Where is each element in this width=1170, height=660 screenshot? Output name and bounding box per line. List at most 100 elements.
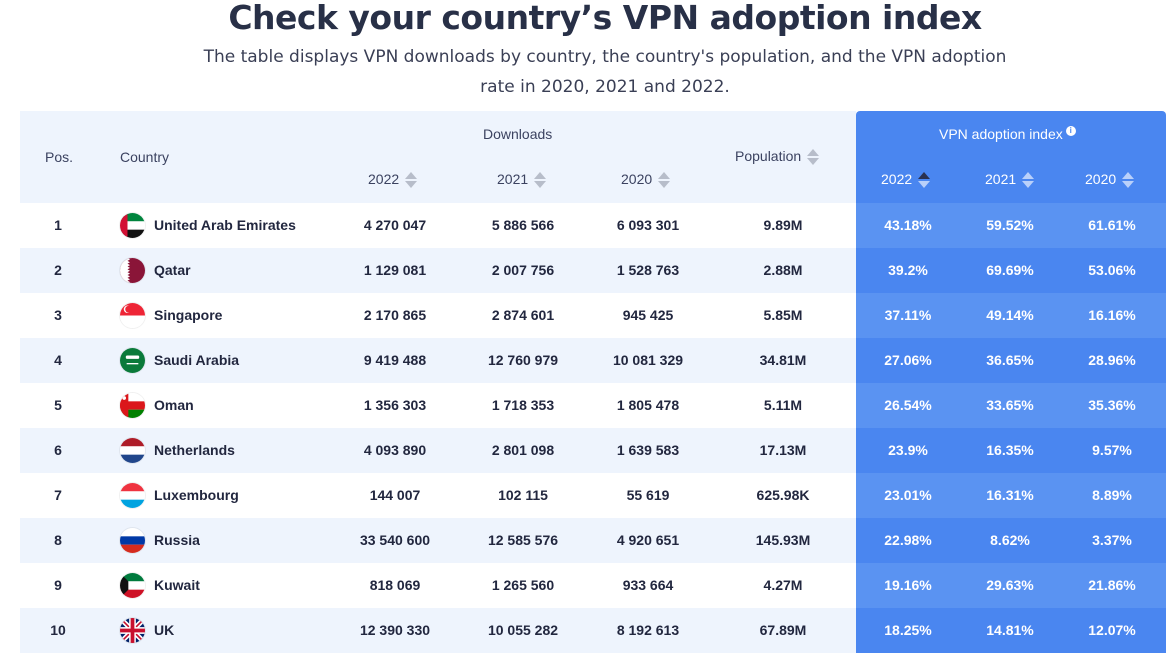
- row-downloads-2021: 2 007 756: [491, 262, 555, 278]
- row-vpn-2020: 12.07%: [1088, 622, 1136, 638]
- row-pos: 7: [54, 487, 62, 503]
- vpn-row-background: [856, 563, 1166, 608]
- table-header: Pos. Country Downloads 2022 2021 2020 Po…: [20, 111, 856, 203]
- row-population: 5.85M: [763, 307, 803, 323]
- row-background: [20, 203, 856, 248]
- sort-arrows-icon: [807, 148, 820, 166]
- row-country: Singapore: [154, 307, 223, 323]
- saudi-flag-icon: [120, 348, 145, 373]
- row-country: Oman: [154, 397, 194, 413]
- uk-flag-icon: [120, 618, 145, 643]
- row-downloads-2020: 55 619: [626, 487, 670, 503]
- row-background: [20, 338, 856, 383]
- row-population: 2.88M: [763, 262, 803, 278]
- row-pos: 10: [50, 622, 66, 638]
- row-downloads-2021: 2 874 601: [491, 307, 555, 323]
- sort-population[interactable]: Population: [735, 148, 820, 166]
- row-vpn-2021: 8.62%: [990, 532, 1030, 548]
- sort-arrows-icon: [405, 171, 418, 189]
- row-downloads-2022: 818 069: [369, 577, 421, 593]
- row-vpn-2021: 33.65%: [986, 397, 1034, 413]
- table-row: 8 Russia 33 540 600 12 585 576 4 920 651 145.…: [20, 518, 1166, 563]
- vpn-row-background: [856, 473, 1166, 518]
- row-population: 9.89M: [763, 217, 803, 233]
- sort-arrows-icon: [1022, 171, 1035, 189]
- vpn-row-background: [856, 248, 1166, 293]
- row-downloads-2022: 144 007: [369, 487, 421, 503]
- row-background: [20, 428, 856, 473]
- row-vpn-2022: 18.25%: [884, 622, 932, 638]
- sort-vpn-2020[interactable]: 2020: [1085, 171, 1135, 189]
- table-row: 3 Singapore 2 170 865 2 874 601 945 425 5.85M…: [20, 293, 1166, 338]
- row-vpn-2020: 16.16%: [1088, 307, 1136, 323]
- row-population: 34.81M: [759, 352, 807, 368]
- row-downloads-2021: 12 760 979: [487, 352, 559, 368]
- singapore-flag-icon: [120, 303, 145, 328]
- row-pos: 4: [54, 352, 62, 368]
- row-vpn-2022: 23.01%: [884, 487, 932, 503]
- row-downloads-2021: 12 585 576: [487, 532, 559, 548]
- row-vpn-2021: 16.35%: [986, 442, 1034, 458]
- info-icon[interactable]: i: [1065, 126, 1076, 137]
- row-vpn-2020: 8.89%: [1092, 487, 1132, 503]
- row-population: 67.89M: [759, 622, 807, 638]
- row-downloads-2021: 1 718 353: [491, 397, 555, 413]
- row-pos: 3: [54, 307, 62, 323]
- row-vpn-2022: 43.18%: [884, 217, 932, 233]
- vpn-row-background: [856, 203, 1166, 248]
- header-vpn-index: VPN adoption index i: [939, 126, 1076, 142]
- row-downloads-2021: 1 265 560: [491, 577, 555, 593]
- sort-downloads-2020[interactable]: 2020: [621, 171, 671, 189]
- row-background: [20, 248, 856, 293]
- row-population: 17.13M: [759, 442, 807, 458]
- row-vpn-2021: 59.52%: [986, 217, 1034, 233]
- sort-downloads-2022[interactable]: 2022: [368, 171, 418, 189]
- row-vpn-2022: 23.9%: [888, 442, 928, 458]
- row-background: [20, 473, 856, 518]
- row-pos: 2: [54, 262, 62, 278]
- row-vpn-2020: 9.57%: [1092, 442, 1132, 458]
- header-downloads: Downloads: [483, 126, 553, 142]
- row-downloads-2020: 4 920 651: [616, 532, 680, 548]
- row-background: [20, 608, 856, 653]
- vpn-row-background: [856, 608, 1166, 653]
- vpn-index-header: VPN adoption index i 2022 2021 2020: [856, 111, 1166, 203]
- row-country: Luxembourg: [154, 487, 239, 503]
- oman-flag-icon: [120, 393, 145, 418]
- row-downloads-2022: 4 270 047: [363, 217, 427, 233]
- row-downloads-2020: 1 528 763: [616, 262, 680, 278]
- sort-vpn-2022[interactable]: 2022: [881, 171, 931, 189]
- row-downloads-2022: 9 419 488: [363, 352, 427, 368]
- row-downloads-2022: 12 390 330: [359, 622, 431, 638]
- row-pos: 8: [54, 532, 62, 548]
- row-background: [20, 563, 856, 608]
- table-row: 9 Kuwait 818 069 1 265 560 933 664 4.27M 19.16…: [20, 563, 1166, 608]
- row-vpn-2020: 53.06%: [1088, 262, 1136, 278]
- row-vpn-2020: 3.37%: [1092, 532, 1132, 548]
- row-downloads-2020: 1 805 478: [616, 397, 680, 413]
- row-downloads-2022: 1 356 303: [363, 397, 427, 413]
- row-vpn-2020: 35.36%: [1088, 397, 1136, 413]
- table-row: 6 Netherlands 4 093 890 2 801 098 1 639 583 1…: [20, 428, 1166, 473]
- row-country: Qatar: [154, 262, 191, 278]
- vpn-row-background: [856, 338, 1166, 383]
- uae-flag-icon: [120, 213, 145, 238]
- row-background: [20, 383, 856, 428]
- row-vpn-2021: 16.31%: [986, 487, 1034, 503]
- header-country: Country: [120, 149, 170, 165]
- row-country: Saudi Arabia: [154, 352, 240, 368]
- row-country: Netherlands: [154, 442, 235, 458]
- row-downloads-2020: 945 425: [622, 307, 674, 323]
- row-vpn-2021: 69.69%: [986, 262, 1034, 278]
- row-vpn-2022: 37.11%: [884, 307, 932, 323]
- sort-downloads-2021[interactable]: 2021: [497, 171, 547, 189]
- qatar-flag-icon: [120, 258, 145, 283]
- sort-arrows-icon: [534, 171, 547, 189]
- row-downloads-2022: 33 540 600: [359, 532, 431, 548]
- row-downloads-2021: 102 115: [498, 487, 548, 503]
- row-downloads-2021: 2 801 098: [491, 442, 555, 458]
- vpn-row-background: [856, 293, 1166, 338]
- sort-vpn-2021[interactable]: 2021: [985, 171, 1035, 189]
- page-title: Check your country’s VPN adoption index: [228, 0, 982, 37]
- row-vpn-2020: 28.96%: [1088, 352, 1136, 368]
